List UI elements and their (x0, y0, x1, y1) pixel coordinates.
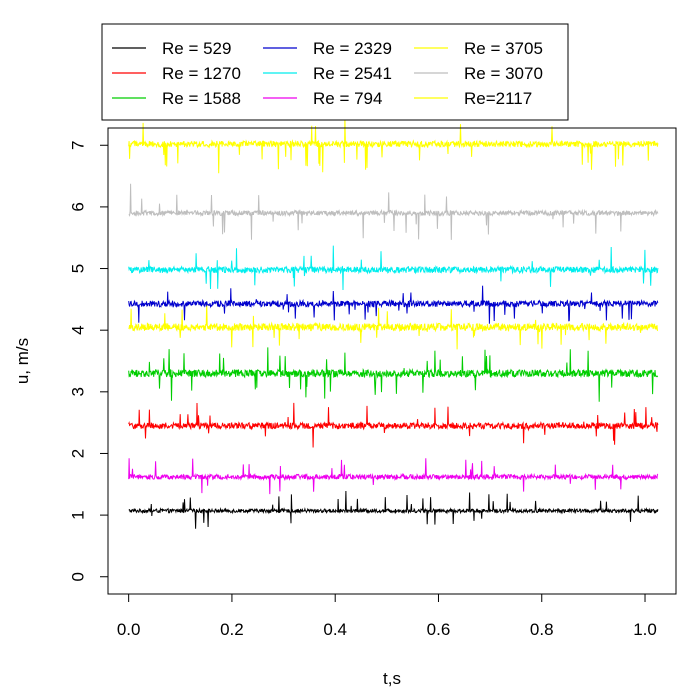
series-line (128, 347, 659, 402)
series-line (128, 115, 659, 174)
y-tick-label: 0 (69, 572, 88, 581)
y-tick-label: 1 (69, 510, 88, 519)
legend-box (101, 23, 569, 121)
x-axis: 0.0 0.2 0.4 0.6 0.8 1.0 (117, 593, 657, 639)
y-axis-label: u, m/s (13, 338, 32, 384)
legend-label: Re = 2541 (313, 64, 392, 83)
x-tick-label: 0.8 (530, 620, 554, 639)
y-tick-label: 3 (69, 387, 88, 396)
legend-label: Re = 1588 (162, 89, 241, 108)
series-line (128, 458, 659, 495)
x-tick-label: 0.0 (117, 620, 141, 639)
x-tick-label: 0.2 (220, 620, 244, 639)
y-axis: 0 1 2 3 4 5 6 7 (69, 141, 109, 581)
series-line (128, 490, 659, 529)
x-tick-label: 0.4 (323, 620, 347, 639)
legend-label: Re = 2329 (313, 39, 392, 58)
series-line (128, 302, 659, 350)
legend: Re = 529 Re = 1270 Re = 1588 Re = 2329 Re = … (101, 23, 569, 121)
series-layer (128, 115, 659, 529)
x-tick-label: 1.0 (633, 620, 657, 639)
y-tick-label: 2 (69, 449, 88, 458)
y-tick-label: 4 (69, 325, 88, 334)
y-tick-label: 5 (69, 264, 88, 273)
legend-label: Re = 3070 (464, 64, 543, 83)
y-tick-label: 6 (69, 202, 88, 211)
legend-label: Re = 3705 (464, 39, 543, 58)
x-tick-label: 0.6 (427, 620, 451, 639)
legend-label: Re = 1270 (162, 64, 241, 83)
series-line (128, 402, 659, 448)
y-tick-label: 7 (69, 141, 88, 150)
x-axis-label: t,s (383, 669, 401, 688)
series-line (128, 285, 659, 324)
series-line (128, 245, 659, 291)
legend-label: Re = 529 (162, 39, 231, 58)
series-line (128, 183, 659, 240)
legend-label: Re=2117 (464, 89, 532, 108)
legend-label: Re = 794 (313, 89, 382, 108)
